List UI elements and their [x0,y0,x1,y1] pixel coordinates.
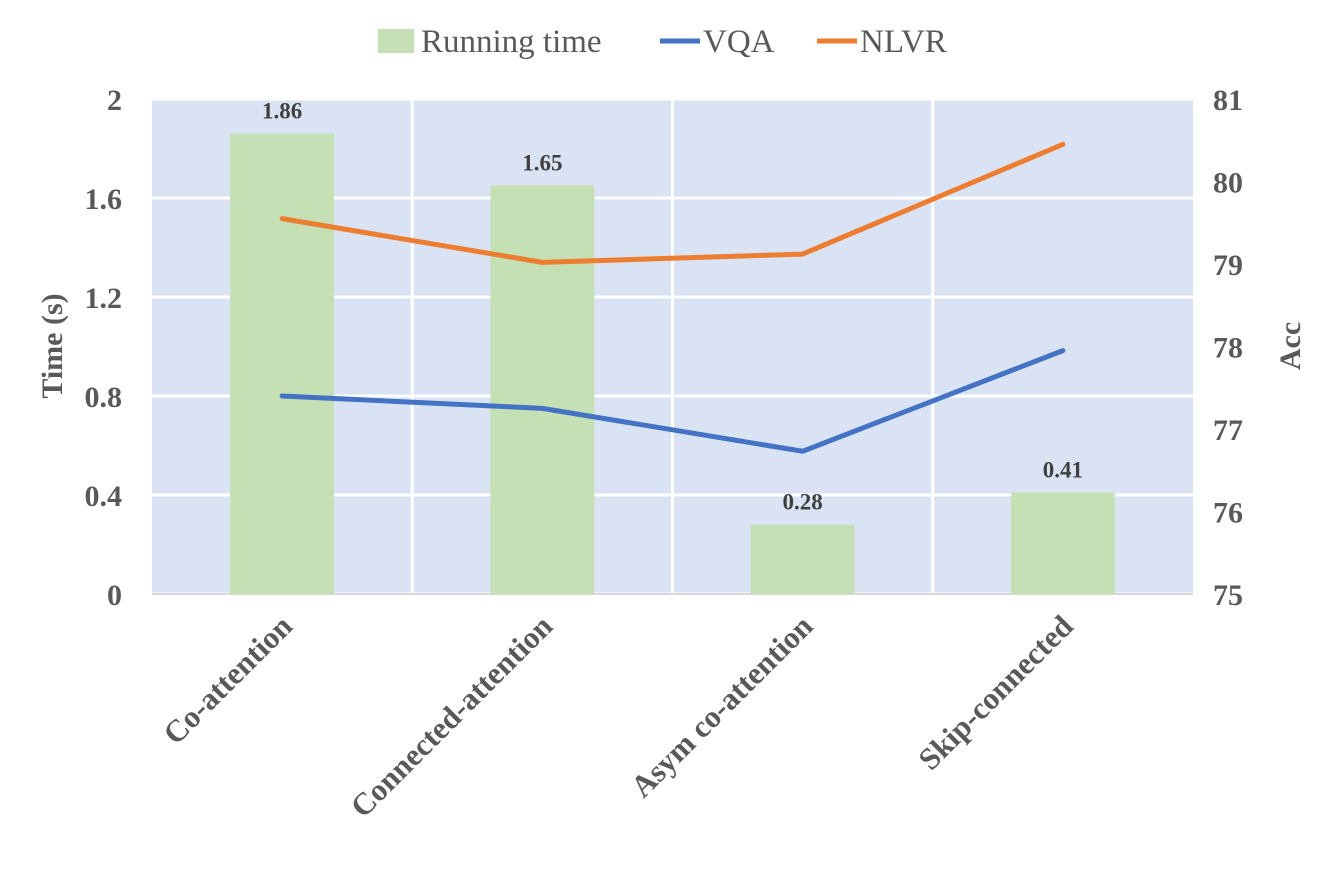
legend-swatch-running-time [378,29,414,53]
y2-tick-label: 81 [1213,84,1243,117]
x-category-label: Asym co-attention [624,608,820,804]
x-category-label: Connected-attention [343,608,559,824]
bar-data-label: 0.28 [783,490,823,515]
y-tick-label: 0 [107,579,122,612]
y-tick-label: 2 [107,84,122,117]
line-series-nlvr [279,141,1066,265]
y-tick-label: 0.8 [85,381,123,414]
left-axis-ticks: 0 0.4 0.8 1.2 1.6 2 [85,84,123,612]
lines-group [279,141,1066,454]
category-axis-labels: Co-attention Connected-attention Asym co-a… [156,608,1080,824]
bar-data-label: 0.41 [1043,458,1083,483]
bar-data-label: 1.65 [522,151,562,176]
y-tick-label: 1.6 [85,183,123,216]
bar-data-label: 1.86 [262,99,302,124]
bar-labels-group: 1.86 1.65 0.28 0.41 [262,99,1083,515]
y-tick-label: 0.4 [85,480,123,513]
x-category-label: Co-attention [156,608,299,751]
legend-label-vqa: VQA [703,24,775,60]
y2-tick-label: 77 [1213,414,1243,447]
right-axis-ticks: 75 76 77 78 79 80 81 [1213,84,1243,612]
legend-label-nlvr: NLVR [860,24,947,60]
y-axis-title: Time (s) [36,293,69,398]
bar [230,133,335,594]
legend-label-running-time: Running time [421,24,602,60]
bar [750,524,855,594]
y2-tick-label: 76 [1213,497,1243,530]
bar [490,185,595,594]
y2-tick-label: 79 [1213,249,1243,282]
bar [1010,492,1115,594]
y2-tick-label: 75 [1213,579,1243,612]
x-category-label: Skip-connected [911,608,1079,776]
y2-tick-label: 78 [1213,332,1243,365]
bars-group [230,133,1115,594]
y2-axis-title: Acc [1274,322,1307,370]
legend: Running time VQA NLVR [378,24,947,60]
y2-tick-label: 80 [1213,167,1243,200]
y-tick-label: 1.2 [85,282,123,315]
line-series-vqa [279,348,1066,454]
